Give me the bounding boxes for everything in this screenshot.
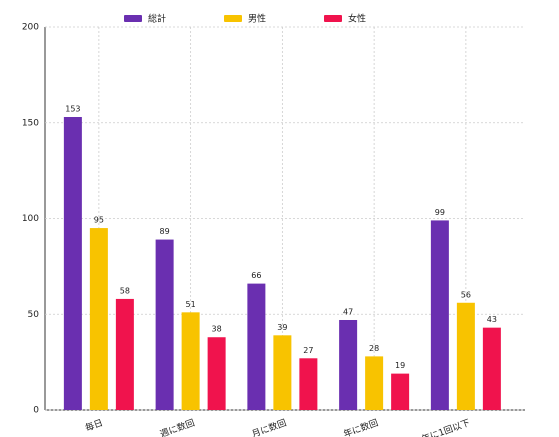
data-label: 28 xyxy=(369,344,379,353)
bar xyxy=(482,327,501,410)
bar xyxy=(339,319,358,410)
data-label: 66 xyxy=(251,271,261,280)
bar xyxy=(365,356,384,410)
x-tick-label: 年に1回以下 xyxy=(420,417,472,437)
legend-swatch xyxy=(224,15,242,22)
data-label: 27 xyxy=(303,346,313,355)
bar xyxy=(155,239,174,410)
bar xyxy=(456,302,475,410)
bar xyxy=(63,117,82,410)
legend-label: 女性 xyxy=(348,13,366,25)
data-label: 39 xyxy=(277,323,287,332)
data-label: 99 xyxy=(435,208,445,217)
y-tick-label: 0 xyxy=(33,406,39,416)
x-tick-label: 週に数回 xyxy=(158,417,196,437)
y-tick-label: 200 xyxy=(22,23,39,33)
legend-swatch xyxy=(324,15,342,22)
bar xyxy=(430,220,449,410)
bar xyxy=(273,335,292,410)
legend-label: 男性 xyxy=(248,13,266,25)
data-label: 19 xyxy=(395,361,405,370)
data-label: 51 xyxy=(186,300,196,309)
bar xyxy=(115,298,134,410)
data-label: 153 xyxy=(65,105,80,114)
data-label: 43 xyxy=(487,315,497,324)
x-tick-label: 月に数回 xyxy=(250,417,288,437)
y-tick-label: 150 xyxy=(22,118,39,128)
bar xyxy=(247,283,266,410)
x-tick-label: 年に数回 xyxy=(342,417,380,437)
bar xyxy=(299,358,318,410)
y-tick-label: 100 xyxy=(22,214,39,224)
legend-label: 総計 xyxy=(148,13,166,25)
bar xyxy=(181,312,200,410)
data-label: 89 xyxy=(160,227,170,236)
data-label: 58 xyxy=(120,286,130,295)
y-tick-label: 50 xyxy=(28,310,40,320)
x-tick-label: 毎日 xyxy=(83,417,104,434)
data-label: 56 xyxy=(461,290,471,299)
bar xyxy=(391,373,410,410)
data-label: 38 xyxy=(212,325,222,334)
bar xyxy=(89,228,108,410)
data-label: 47 xyxy=(343,307,353,316)
bar xyxy=(207,337,226,410)
legend-swatch xyxy=(124,15,142,22)
data-label: 95 xyxy=(94,216,104,225)
